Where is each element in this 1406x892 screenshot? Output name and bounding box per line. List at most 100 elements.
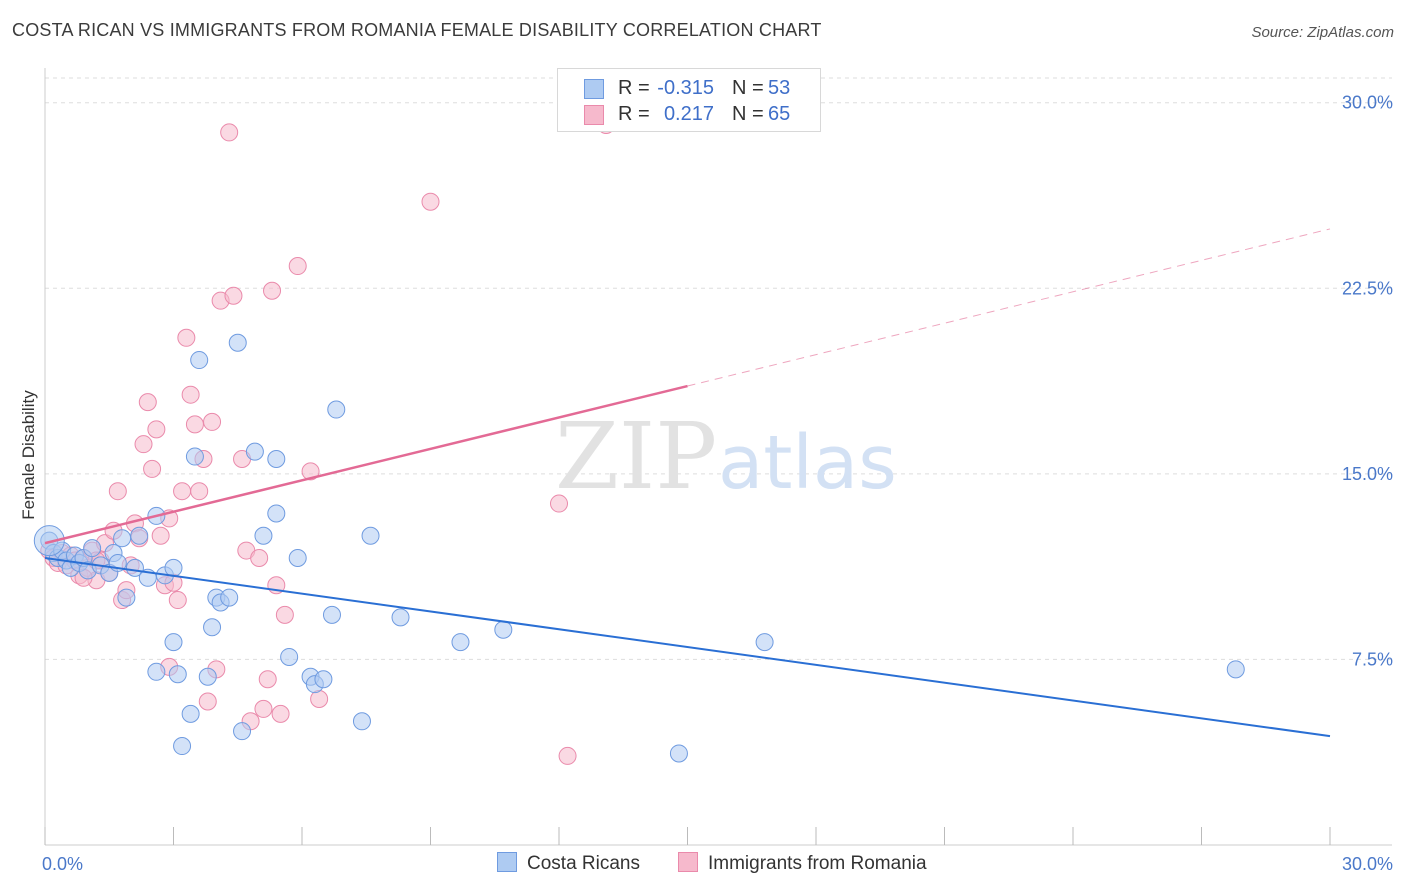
point-romania — [310, 690, 329, 709]
y-tick-label: 30.0% — [1342, 93, 1393, 113]
gridlines — [45, 77, 1392, 660]
point-costa-rican — [755, 633, 774, 652]
point-romania — [168, 591, 187, 610]
series-romania-points — [40, 116, 616, 765]
point-romania — [550, 494, 568, 513]
point-costa-rican — [168, 665, 187, 684]
legend-n-value: 53 — [768, 77, 791, 99]
point-costa-rican — [220, 588, 239, 607]
point-costa-rican-cluster — [33, 525, 65, 557]
point-costa-rican — [669, 744, 688, 763]
point-romania — [421, 192, 440, 211]
point-costa-rican — [83, 539, 102, 558]
point-costa-rican — [288, 548, 307, 567]
watermark-atlas: atlas — [718, 420, 897, 506]
point-costa-rican — [185, 447, 204, 466]
y-tick-label: 7.5% — [1352, 649, 1393, 669]
point-costa-rican — [451, 633, 470, 652]
source-credit: Source: ZipAtlas.com — [1251, 24, 1394, 41]
y-axis-label: Female Disability — [19, 390, 38, 520]
point-costa-rican — [233, 722, 252, 741]
point-costa-rican — [113, 529, 132, 548]
legend-n-label: N = — [732, 103, 764, 125]
point-romania — [173, 482, 192, 501]
point-romania — [108, 482, 127, 501]
point-romania — [288, 257, 307, 276]
tick-labels: 7.5% 15.0% 22.5% 30.0% 0.0% 30.0% — [42, 93, 1393, 874]
legend-label-romania: Immigrants from Romania — [708, 853, 927, 874]
correlation-legend: R = -0.315 N = 53 R = 0.217 N = 65 — [557, 68, 821, 132]
point-costa-rican — [164, 633, 183, 652]
point-costa-rican — [147, 662, 166, 681]
y-tick-label: 15.0% — [1342, 464, 1393, 484]
point-romania — [181, 385, 200, 404]
trend-line-costa-ricans — [44, 557, 1331, 738]
point-costa-rican — [267, 450, 286, 469]
point-romania — [185, 415, 204, 434]
point-costa-rican — [280, 647, 299, 666]
legend-item-costa-ricans[interactable]: Costa Ricans — [497, 852, 640, 875]
point-costa-rican — [361, 526, 380, 545]
point-romania — [143, 459, 162, 478]
series-costa-rican-points — [33, 333, 1245, 763]
point-costa-rican — [125, 558, 144, 577]
legend-swatch-blue — [584, 79, 604, 99]
point-costa-rican — [190, 351, 209, 370]
point-romania — [558, 746, 577, 765]
point-romania — [220, 123, 239, 142]
legend-r-label: R = — [618, 103, 650, 125]
point-romania — [147, 420, 166, 439]
point-romania — [250, 548, 269, 567]
legend-item-romania[interactable]: Immigrants from Romania — [678, 852, 927, 875]
legend-row-romania: R = 0.217 N = 65 — [558, 101, 818, 127]
point-costa-rican — [117, 588, 136, 607]
legend-swatch-pink — [678, 852, 698, 872]
legend-swatch-blue — [497, 852, 517, 872]
series-legend: Costa Ricans Immigrants from Romania — [0, 852, 1406, 878]
x-tick-label: 30.0% — [1342, 854, 1393, 874]
trend-lines — [44, 228, 1331, 738]
point-costa-rican — [314, 670, 333, 689]
point-costa-rican — [494, 620, 513, 639]
point-romania — [177, 328, 196, 347]
point-costa-rican — [391, 608, 410, 627]
point-romania — [224, 286, 243, 305]
legend-n-value: 65 — [768, 103, 791, 125]
point-romania — [203, 412, 222, 431]
legend-r-value: -0.315 — [657, 77, 714, 99]
legend-row-costa-ricans: R = -0.315 N = 53 — [558, 75, 818, 101]
legend-r-label: R = — [618, 77, 650, 99]
point-romania — [254, 699, 273, 718]
point-romania — [198, 692, 217, 711]
trend-line-romania — [44, 384, 688, 545]
point-costa-rican — [352, 712, 371, 731]
point-costa-rican — [181, 704, 200, 723]
point-romania — [263, 281, 282, 300]
point-romania — [275, 605, 294, 624]
point-romania — [151, 526, 170, 545]
point-costa-rican — [130, 526, 149, 545]
watermark-zip: ZIP — [555, 403, 717, 510]
point-costa-rican — [1226, 660, 1245, 679]
point-costa-rican — [173, 737, 192, 756]
point-romania — [138, 393, 157, 412]
chart-title: COSTA RICAN VS IMMIGRANTS FROM ROMANIA F… — [12, 20, 822, 40]
trend-line-romania-extrapolated — [687, 228, 1331, 387]
point-costa-rican — [327, 400, 346, 419]
legend-r-value: 0.217 — [663, 103, 714, 125]
point-costa-rican — [198, 667, 217, 686]
point-costa-rican — [228, 333, 247, 352]
legend-swatch-pink — [584, 105, 604, 125]
point-costa-rican — [245, 442, 264, 461]
point-romania — [258, 670, 277, 689]
point-costa-rican — [254, 526, 273, 545]
legend-n-label: N = — [732, 77, 764, 99]
point-romania — [271, 704, 290, 723]
x-tick-label: 0.0% — [42, 854, 83, 874]
point-costa-rican — [164, 558, 183, 577]
y-tick-label: 22.5% — [1342, 278, 1393, 298]
point-costa-rican — [322, 605, 341, 624]
point-romania — [134, 435, 153, 454]
point-romania — [190, 482, 209, 501]
